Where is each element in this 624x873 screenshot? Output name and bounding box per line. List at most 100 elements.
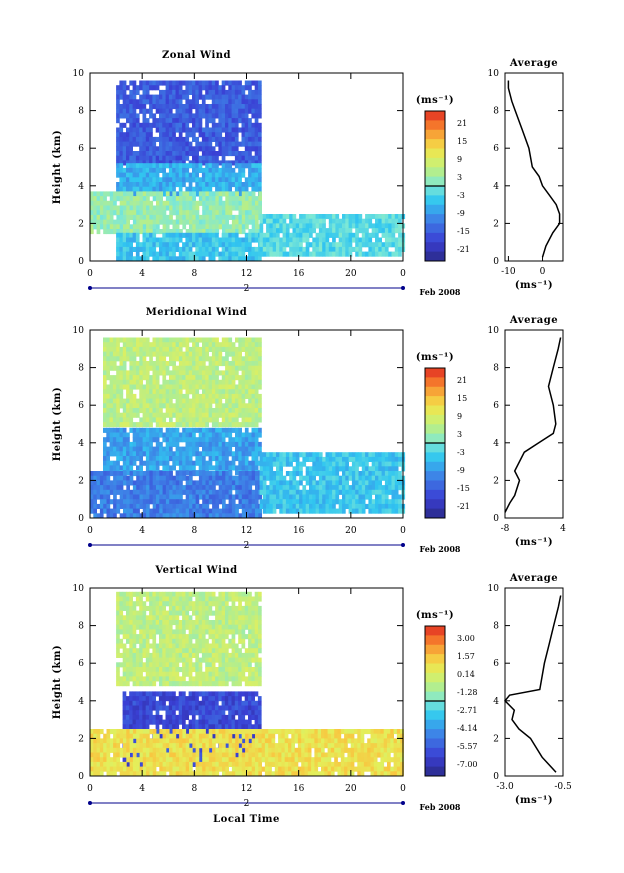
heatmap-cell	[188, 251, 193, 257]
heatmap-cell	[132, 671, 137, 677]
heatmap-cell	[135, 251, 140, 257]
heatmap-cell	[182, 437, 186, 443]
heatmap-cell	[188, 667, 193, 673]
heatmap-cell	[139, 610, 143, 616]
heatmap-cell	[388, 228, 392, 234]
heatmap-cell	[269, 503, 274, 509]
heatmap-cell	[218, 127, 223, 133]
heatmap-cell	[269, 223, 274, 229]
heatmap-cell	[142, 451, 147, 457]
heatmap-cell	[145, 80, 150, 86]
heatmap-cell	[139, 393, 143, 399]
heatmap-cell	[119, 104, 124, 110]
heatmap-cell	[325, 228, 330, 234]
heatmap-cell	[172, 667, 176, 673]
heatmap-cell	[145, 246, 150, 252]
heatmap-cell	[179, 485, 183, 491]
heatmap-cell	[384, 237, 389, 243]
heatmap-cell	[185, 127, 190, 133]
heatmap-cell	[116, 196, 121, 202]
heatmap-cell	[172, 591, 176, 597]
colorbar-segment	[425, 414, 445, 425]
heatmap-cell	[96, 205, 101, 211]
heatmap-cell	[116, 475, 121, 481]
heatmap-cell	[106, 412, 110, 418]
heatmap-cell	[208, 471, 213, 477]
heatmap-cell	[235, 219, 239, 225]
colorbar-tick-label: -21	[457, 502, 470, 511]
heatmap-cell	[355, 228, 359, 234]
heatmap-cell	[135, 127, 140, 133]
heatmap-cell	[276, 214, 280, 220]
heatmap-cell	[198, 451, 203, 457]
heatmap-cell	[169, 393, 173, 399]
heatmap-cell	[122, 648, 127, 654]
heatmap-cell	[152, 177, 157, 183]
heatmap-cell	[342, 242, 346, 248]
heatmap-cell	[119, 403, 124, 409]
heatmap-cell	[175, 638, 180, 644]
heatmap-cell	[182, 662, 186, 668]
heatmap-cell	[99, 489, 104, 495]
heatmap-cell	[165, 342, 170, 348]
heatmap-cell	[221, 437, 226, 443]
heatmap-cell	[119, 251, 124, 257]
heatmap-cell	[231, 456, 236, 462]
heatmap-cell	[168, 104, 173, 110]
heatmap-cell	[394, 452, 399, 458]
heatmap-cell	[178, 403, 183, 409]
heatmap-cell	[279, 452, 283, 458]
heatmap-cell	[123, 471, 127, 477]
heatmap-cell	[228, 465, 233, 471]
heatmap-cell	[119, 437, 124, 443]
heatmap-cell	[285, 503, 290, 509]
heatmap-cell	[122, 412, 127, 418]
heatmap-cell	[351, 223, 356, 229]
heatmap-cell	[254, 375, 259, 381]
heatmap-cell	[145, 662, 150, 668]
heatmap-cell	[258, 337, 262, 343]
heatmap-cell	[215, 393, 219, 399]
heatmap-cell	[172, 615, 176, 621]
heatmap-cell	[122, 417, 127, 423]
heatmap-cell	[244, 237, 249, 243]
heatmap-cell	[248, 108, 252, 114]
heatmap-cell	[222, 480, 226, 486]
heatmap-cell	[221, 389, 226, 395]
heatmap-cell	[162, 508, 167, 514]
heatmap-cell	[279, 461, 283, 467]
heatmap-cell	[248, 196, 253, 202]
heatmap-cell	[96, 485, 101, 491]
heatmap-cell	[159, 337, 163, 343]
heatmap-cell	[139, 132, 143, 138]
heatmap-cell	[195, 446, 200, 452]
heatmap-cell	[126, 398, 130, 404]
heatmap-cell	[208, 232, 213, 238]
heatmap-cell	[211, 417, 216, 423]
heatmap-cell	[178, 648, 183, 654]
heatmap-cell	[122, 398, 127, 404]
heatmap-cell	[231, 177, 236, 183]
day-label: 2	[244, 541, 250, 551]
heatmap-cell	[205, 251, 209, 257]
heatmap-cell	[248, 508, 253, 514]
heatmap-cell	[318, 508, 323, 514]
heatmap-cell	[205, 163, 209, 169]
heatmap-cell	[225, 408, 229, 414]
heatmap-cell	[136, 229, 140, 235]
heatmap-cell	[215, 132, 219, 138]
heatmap-cell	[142, 172, 147, 178]
heatmap-cell	[228, 403, 233, 409]
heatmap-cell	[129, 370, 134, 376]
heatmap-cell	[99, 219, 104, 225]
heatmap-cell	[211, 379, 216, 385]
heatmap-cell	[152, 113, 157, 119]
heatmap-cell	[225, 237, 229, 243]
heatmap-cell	[205, 132, 209, 138]
heatmap-cell	[215, 465, 219, 471]
heatmap-cell	[139, 155, 143, 161]
heatmap-cell	[159, 251, 163, 257]
heatmap-cell	[135, 242, 140, 248]
heatmap-cell	[152, 351, 157, 357]
heatmap-cell	[126, 634, 130, 640]
